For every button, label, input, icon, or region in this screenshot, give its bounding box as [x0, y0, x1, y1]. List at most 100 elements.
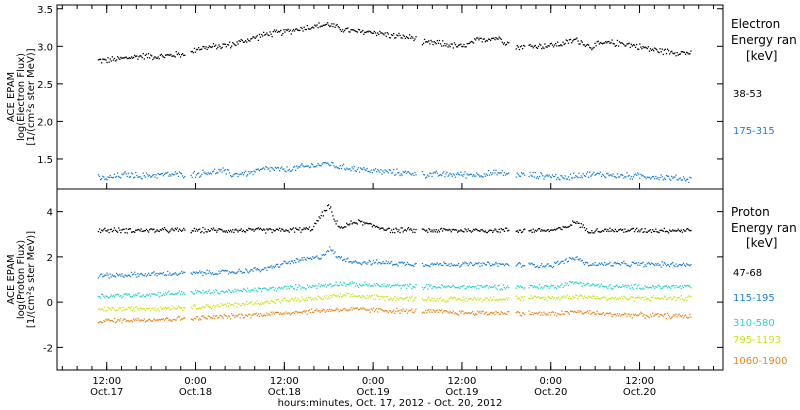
data-point-proton-47-68 [591, 230, 593, 232]
data-point-proton-47-68 [176, 227, 178, 229]
data-point-proton-115-195 [679, 264, 681, 266]
data-point-proton-310-580 [452, 284, 454, 286]
data-point-proton-310-580 [657, 285, 659, 287]
data-point-proton-115-195 [149, 274, 151, 276]
data-point-proton-47-68 [565, 227, 567, 229]
data-point-proton-795-1193 [223, 303, 225, 305]
data-point-proton-1060-1900 [484, 312, 486, 314]
data-point-proton-47-68 [392, 231, 394, 234]
data-point-proton-310-580 [401, 285, 403, 287]
data-point-proton-47-68 [367, 223, 369, 225]
data-point-proton-1060-1900 [458, 314, 460, 316]
data-point-proton-115-195 [220, 270, 222, 273]
data-point-proton-1060-1900 [496, 312, 498, 314]
data-point-proton-1060-1900 [532, 314, 534, 316]
data-point-proton-1060-1900 [445, 310, 447, 312]
data-point-proton-1060-1900 [467, 312, 469, 314]
data-point-proton-47-68 [549, 229, 551, 231]
data-point-electron-38-53 [615, 44, 617, 47]
data-point-electron-38-53 [403, 35, 405, 37]
data-point-proton-795-1193 [123, 309, 125, 311]
data-point-electron-38-53 [641, 48, 643, 50]
data-point-electron-38-53 [653, 50, 655, 52]
data-point-proton-795-1193 [364, 296, 366, 299]
data-point-electron-38-53 [627, 43, 629, 45]
data-point-proton-47-68 [215, 229, 217, 231]
data-point-electron-38-53 [233, 43, 235, 45]
data-point-proton-795-1193 [576, 294, 578, 297]
data-point-proton-795-1193 [613, 298, 615, 300]
data-point-proton-310-580 [429, 285, 431, 287]
data-point-proton-115-195 [688, 264, 690, 266]
data-point-electron-38-53 [228, 41, 231, 43]
data-point-proton-795-1193 [547, 296, 549, 298]
data-point-proton-115-195 [301, 257, 303, 259]
data-point-proton-47-68 [218, 228, 220, 230]
data-point-electron-38-53 [103, 58, 105, 61]
data-point-electron-38-53 [124, 56, 126, 58]
data-point-proton-310-580 [201, 291, 203, 294]
data-point-electron-38-53 [159, 54, 161, 56]
data-point-proton-1060-1900 [126, 320, 128, 322]
data-point-proton-115-195 [114, 276, 117, 278]
data-point-proton-115-195 [284, 261, 286, 263]
data-point-electron-175-315 [369, 171, 371, 173]
data-point-proton-795-1193 [485, 297, 487, 300]
data-point-proton-1060-1900 [608, 313, 610, 315]
data-point-proton-795-1193 [288, 300, 290, 303]
data-point-proton-795-1193 [681, 298, 684, 300]
data-point-proton-1060-1900 [357, 308, 360, 311]
data-point-electron-38-53 [353, 29, 355, 32]
data-point-electron-175-315 [332, 162, 334, 164]
data-point-electron-175-315 [366, 168, 368, 170]
data-point-electron-175-315 [357, 167, 360, 169]
data-point-proton-795-1193 [688, 295, 690, 297]
data-point-proton-47-68 [661, 229, 663, 232]
data-point-proton-47-68 [233, 231, 235, 234]
data-point-proton-115-195 [689, 265, 691, 267]
data-point-proton-1060-1900 [442, 312, 444, 314]
data-point-proton-1060-1900 [319, 311, 321, 313]
data-point-electron-175-315 [210, 173, 213, 175]
data-point-proton-47-68 [471, 230, 474, 232]
data-point-proton-795-1193 [339, 292, 341, 295]
data-point-proton-1060-1900 [397, 310, 399, 312]
data-point-proton-115-195 [181, 270, 183, 273]
data-point-proton-1060-1900 [227, 315, 230, 317]
data-point-proton-795-1193 [563, 295, 565, 297]
data-point-proton-47-68 [376, 225, 378, 227]
data-point-proton-1060-1900 [491, 311, 493, 314]
data-point-proton-47-68 [638, 229, 640, 231]
data-point-proton-47-68 [175, 228, 177, 231]
data-point-electron-38-53 [331, 23, 333, 25]
data-point-electron-38-53 [553, 44, 556, 46]
data-point-proton-1060-1900 [617, 315, 620, 317]
data-point-proton-310-580 [550, 284, 552, 286]
data-point-proton-310-580 [680, 288, 682, 290]
data-point-electron-38-53 [376, 34, 378, 37]
data-point-electron-175-315 [340, 167, 343, 170]
data-point-proton-310-580 [501, 289, 503, 291]
data-point-proton-795-1193 [462, 296, 464, 298]
data-point-proton-310-580 [214, 291, 216, 293]
data-point-proton-1060-1900 [620, 315, 622, 317]
data-point-proton-795-1193 [460, 299, 462, 301]
data-point-proton-795-1193 [392, 299, 394, 301]
data-point-proton-47-68 [453, 229, 456, 231]
data-point-proton-115-195 [472, 264, 475, 267]
data-point-electron-38-53 [468, 42, 470, 45]
data-point-proton-795-1193 [161, 308, 164, 310]
data-point-proton-1060-1900 [564, 310, 566, 313]
data-point-electron-175-315 [541, 173, 543, 175]
data-point-electron-38-53 [535, 46, 538, 49]
data-point-proton-1060-1900 [141, 319, 143, 321]
xtick-label-time: 0:00 [539, 376, 561, 387]
data-point-proton-310-580 [395, 284, 397, 286]
data-point-proton-310-580 [406, 284, 409, 286]
data-point-proton-1060-1900 [575, 311, 577, 313]
data-point-proton-115-195 [124, 274, 126, 276]
data-point-proton-310-580 [258, 287, 261, 290]
data-point-electron-38-53 [487, 38, 490, 40]
data-point-proton-795-1193 [430, 299, 432, 301]
data-point-proton-1060-1900 [275, 311, 278, 313]
